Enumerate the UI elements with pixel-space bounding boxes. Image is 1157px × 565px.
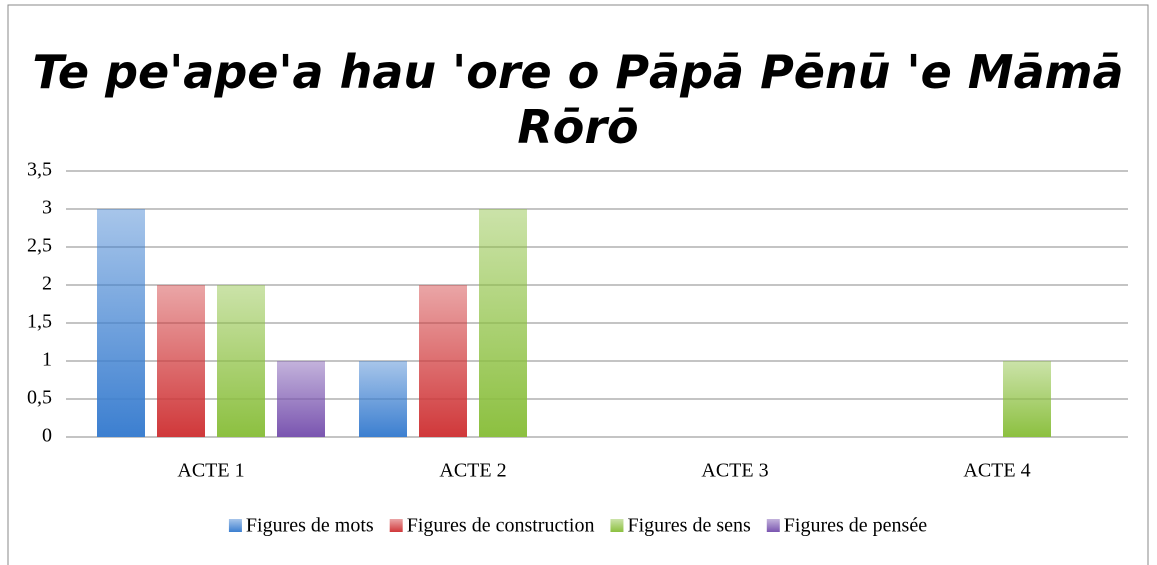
y-tick-label: 2,5 (27, 235, 52, 257)
legend-label: Figures de mots (246, 515, 374, 537)
legend-label: Figures de pensée (784, 515, 927, 537)
y-tick-label: 0,5 (27, 387, 52, 409)
y-tick-label: 1 (42, 349, 52, 371)
chart-title: Te pe'ape'a hau 'ore o Pāpā Pēnū 'e Māmā… (32, 45, 1123, 154)
legend-label: Figures de construction (407, 515, 595, 537)
bar (479, 209, 527, 437)
legend-swatch (610, 519, 624, 532)
x-tick-label: ACTE 4 (963, 460, 1030, 482)
x-tick-label: ACTE 3 (701, 460, 768, 482)
bar (359, 361, 407, 437)
y-tick-label: 3,5 (27, 159, 52, 181)
bar (1003, 361, 1051, 437)
x-tick-label: ACTE 2 (439, 460, 506, 482)
legend-swatch (389, 519, 403, 532)
chart-title-line: Te pe'ape'a hau 'ore o Pāpā Pēnū 'e Māmā (32, 45, 1123, 99)
bar (157, 285, 205, 437)
bar (277, 361, 325, 437)
bar (97, 209, 145, 437)
legend-swatch (228, 519, 242, 532)
legend-label: Figures de sens (627, 515, 751, 537)
x-tick-label: ACTE 1 (177, 460, 244, 482)
y-tick-label: 3 (42, 197, 52, 219)
bar (217, 285, 265, 437)
y-tick-label: 0 (42, 425, 52, 447)
bar (419, 285, 467, 437)
y-tick-label: 2 (42, 273, 52, 295)
legend-swatch (766, 519, 780, 532)
chart-title-line: Rōrō (517, 100, 638, 154)
y-tick-label: 1,5 (27, 311, 52, 333)
